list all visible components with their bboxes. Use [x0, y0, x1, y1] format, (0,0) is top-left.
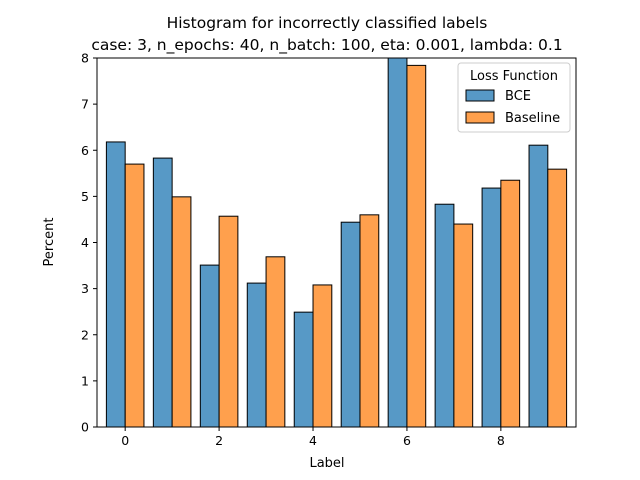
- x-tick-label-0: 0: [121, 433, 129, 448]
- bar-baseline-8: [500, 179, 521, 428]
- bar-baseline-5: [359, 214, 380, 428]
- bar-baseline-4: [312, 284, 333, 428]
- bar-baseline-1: [171, 196, 192, 428]
- y-tick-label-5: 5: [81, 189, 89, 204]
- bar-bce-4: [293, 311, 314, 428]
- bar-bce-6: [387, 57, 408, 428]
- legend-swatch-baseline: [465, 111, 495, 124]
- x-tick-label-2: 2: [215, 433, 223, 448]
- y-axis-ticks: 0 1 2 3 4 5 6 7 8: [81, 51, 97, 435]
- legend-label-bce: BCE: [505, 89, 531, 104]
- bar-bce-7: [434, 203, 455, 428]
- y-tick-label-6: 6: [81, 143, 89, 158]
- y-axis-label: Percent: [42, 218, 57, 267]
- x-axis-label: Label: [309, 456, 344, 471]
- x-axis-ticks: 0 2 4 6 8: [121, 427, 505, 448]
- bar-bce-2: [199, 264, 220, 428]
- y-tick-label-0: 0: [81, 420, 89, 435]
- y-tick-label-2: 2: [81, 327, 89, 342]
- bars-layer: [105, 57, 568, 428]
- bar-bce-3: [246, 282, 267, 428]
- legend: Loss Function BCE Baseline: [457, 62, 571, 133]
- y-tick-label-8: 8: [81, 51, 89, 66]
- bar-baseline-2: [218, 215, 239, 428]
- y-tick-label-4: 4: [81, 235, 89, 250]
- bar-baseline-3: [265, 256, 286, 428]
- y-tick-label-1: 1: [81, 373, 89, 388]
- bar-bce-5: [340, 221, 361, 428]
- x-tick-label-4: 4: [309, 433, 317, 448]
- bar-bce-8: [481, 187, 502, 428]
- y-tick-label-3: 3: [81, 281, 89, 296]
- legend-title: Loss Function: [470, 69, 558, 84]
- x-tick-label-6: 6: [403, 433, 411, 448]
- bar-bce-0: [105, 141, 126, 428]
- bar-baseline-7: [453, 223, 474, 428]
- bar-bce-1: [152, 157, 173, 428]
- bar-baseline-6: [406, 64, 427, 428]
- x-tick-label-8: 8: [497, 433, 505, 448]
- legend-swatch-bce: [465, 89, 495, 102]
- y-tick-label-7: 7: [81, 97, 89, 112]
- chart-subtitle: case: 3, n_epochs: 40, n_batch: 100, eta…: [91, 36, 562, 55]
- bar-baseline-9: [547, 168, 568, 428]
- legend-label-baseline: Baseline: [505, 111, 560, 126]
- plot-frame: [96, 57, 577, 428]
- bar-bce-9: [528, 144, 549, 428]
- chart-title: Histogram for incorrectly classified lab…: [167, 14, 488, 32]
- bar-baseline-0: [124, 163, 145, 428]
